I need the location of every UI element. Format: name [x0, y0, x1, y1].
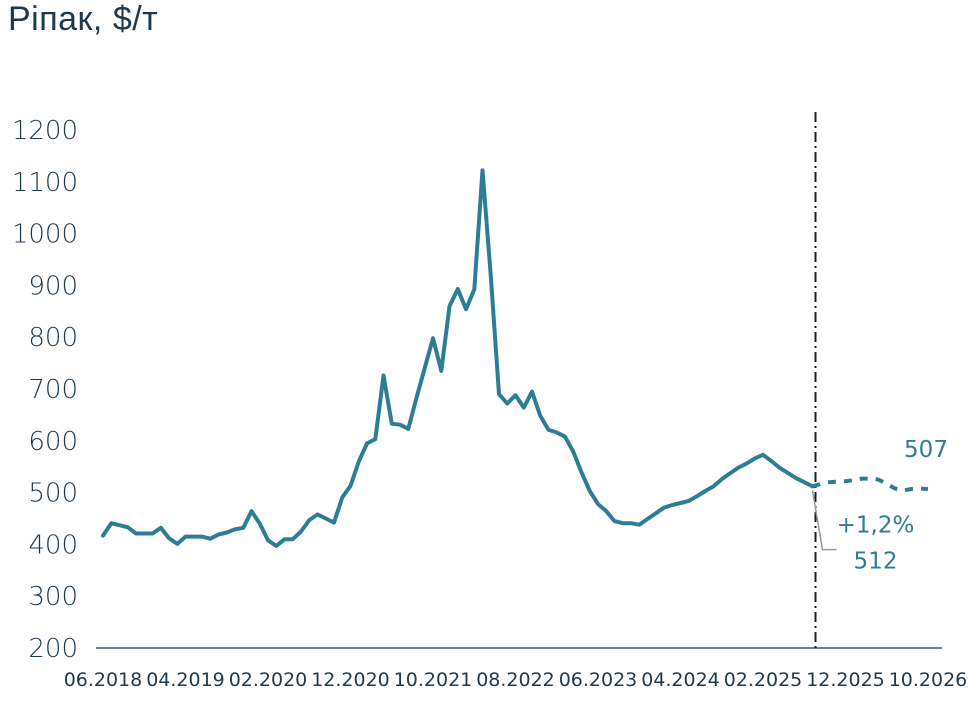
- y-tick-label: 1000: [12, 220, 78, 250]
- annotation-end-value: 507: [904, 437, 948, 463]
- annotation-leader-line: [811, 490, 837, 551]
- series-line-forecast: [811, 476, 929, 493]
- x-tick-label: 04.2024: [641, 669, 720, 691]
- x-tick-label: 02.2025: [724, 669, 803, 691]
- series-line-actual: [101, 168, 815, 548]
- y-tick-label: 1200: [12, 116, 78, 146]
- y-tick-label: 700: [28, 375, 78, 405]
- y-tick-label: 400: [28, 530, 78, 560]
- y-tick-label: 500: [28, 479, 78, 509]
- y-tick-label: 1100: [12, 168, 78, 198]
- x-tick-label: 12.2025: [806, 669, 885, 691]
- x-axis: 06.2018 04.2019 02.2020 12.2020 10.2021 08.20…: [64, 647, 968, 691]
- y-tick-label: 900: [28, 271, 78, 301]
- x-tick-label: 10.2026: [889, 669, 968, 691]
- annotation-current-value: 512: [854, 548, 898, 574]
- x-tick-label: 08.2022: [476, 669, 555, 691]
- y-tick-label: 200: [28, 634, 78, 664]
- y-tick-label: 600: [28, 427, 78, 457]
- x-tick-label: 12.2020: [311, 669, 390, 691]
- x-tick-label: 06.2023: [559, 669, 638, 691]
- x-tick-label: 06.2018: [64, 669, 143, 691]
- x-tick-label: 04.2019: [146, 669, 225, 691]
- annotation-change-percent: +1,2%: [837, 512, 915, 538]
- y-tick-label: 800: [28, 323, 78, 353]
- chart-title: Ріпак, $/т: [8, 0, 159, 38]
- x-tick-label: 10.2021: [394, 669, 473, 691]
- y-tick-label: 300: [28, 582, 78, 612]
- y-axis: 200 300 400 500 600 700 800 900 1000 1100 1200: [12, 116, 78, 664]
- x-tick-label: 02.2020: [229, 669, 308, 691]
